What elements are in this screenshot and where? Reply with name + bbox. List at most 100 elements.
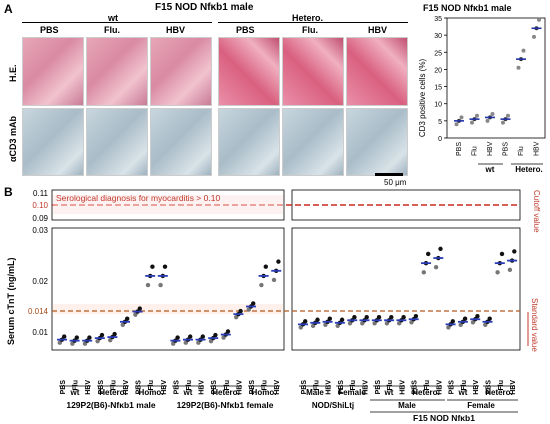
right-point: [470, 320, 476, 325]
micrograph-he-het-pbs: [218, 37, 280, 106]
right-point: [409, 320, 414, 325]
group-hetero-label: Hetero.: [292, 13, 324, 23]
micrograph-he-wt-flu: [86, 37, 148, 106]
cd3-point: [532, 34, 536, 39]
right-xtick-label: Flu: [498, 380, 505, 391]
right-point: [401, 315, 406, 320]
col-label-1: PBS: [40, 25, 59, 35]
right-strain: F15 NOD Nfκb1: [413, 413, 475, 423]
right-point: [483, 322, 488, 328]
right-point: [315, 317, 320, 322]
cd3-axes: 0 5 10 15 20 25 30 35: [434, 16, 546, 143]
left-group-label: wt: [70, 388, 80, 397]
ytick-0.02: 0.02: [32, 277, 48, 286]
right-point: [413, 313, 419, 319]
left-point: [120, 322, 126, 328]
left-point: [200, 334, 205, 339]
ytick-0.014: 0.014: [28, 307, 49, 316]
right-point: [397, 321, 402, 326]
right-point: [458, 322, 463, 328]
diagnosis-label: Serological diagnosis for myocarditis > …: [56, 193, 220, 203]
micrograph-he-wt-pbs: [22, 37, 84, 106]
col-label-4: PBS: [236, 25, 255, 35]
cd3-point: [501, 120, 505, 125]
left-strain-female: 129P2(B6)-Nfκb1 female: [177, 400, 274, 410]
cd3-point: [521, 48, 526, 53]
cd3-point: [470, 120, 474, 125]
right-point: [499, 251, 505, 257]
left-point: [145, 282, 151, 288]
right-xtick-label: PBS: [486, 380, 493, 395]
cd3-point: [506, 113, 510, 118]
micrograph-cd3-het-flu: [282, 108, 344, 176]
right-point: [298, 325, 303, 330]
left-point: [171, 341, 176, 346]
cd3-ytick-label: 0: [438, 136, 442, 143]
left-point: [108, 337, 113, 343]
right-point: [438, 246, 443, 252]
ctnt-chart: Serological diagnosis for myocarditis > …: [28, 189, 541, 423]
left-xtick-label: PBS: [60, 380, 67, 395]
left-xtick-label: HBV: [274, 380, 281, 395]
left-xtick-label: HBV: [199, 380, 206, 395]
left-point: [61, 334, 67, 339]
left-point: [99, 332, 105, 338]
left-point: [251, 301, 256, 306]
cd3-xtick-label: PBS: [456, 142, 463, 156]
right-xtick-label: HBV: [510, 380, 517, 395]
right-point: [384, 321, 390, 326]
panel-a-label: A: [4, 2, 13, 16]
right-point: [372, 321, 377, 326]
left-point: [137, 306, 142, 311]
cd3-ytick-label: 15: [434, 85, 442, 92]
right-xtick-label: HBV: [436, 380, 443, 395]
left-point: [188, 334, 193, 339]
right-xtick-label: Flu: [350, 380, 357, 391]
right-xtick-label: HBV: [326, 380, 333, 395]
cd3-ytick-label: 20: [434, 67, 442, 74]
right-xtick-label: Flu: [461, 380, 468, 391]
left-xtick-label: PBS: [211, 380, 218, 395]
left-point: [125, 316, 130, 321]
right-point: [495, 270, 500, 275]
panel-a-title: F15 NOD Nfκb1 male: [155, 2, 254, 13]
left-point: [112, 331, 117, 337]
left-point: [238, 308, 243, 314]
cd3-xtick-label: PBS: [503, 142, 510, 156]
left-group-label: Hetero.: [212, 388, 240, 397]
right-sub-male: Male: [398, 401, 416, 410]
ctnt-xticks: PBS Flu HBV PBS Flu HBV PBS Flu HBV PBS Flu HBV PBS F…: [60, 380, 517, 395]
right-group-label: Female: [338, 388, 366, 397]
left-point: [196, 340, 201, 345]
cd3-ytick-label: 5: [438, 119, 442, 126]
left-xtick-label: HBV: [123, 380, 130, 395]
right-group-label: Hetero.: [412, 388, 440, 397]
ytick-0.10: 0.10: [32, 201, 48, 210]
left-point: [57, 340, 62, 345]
right-point: [426, 251, 431, 257]
right-xtick-label: Flu: [387, 380, 394, 391]
right-xtick-label: HBV: [399, 380, 406, 395]
right-xtick-label: PBS: [301, 380, 308, 395]
left-xtick-label: HBV: [161, 380, 168, 395]
left-xtick-label: Flu: [262, 380, 269, 391]
ytick-0.09: 0.09: [32, 214, 48, 223]
ytick-0.01: 0.01: [32, 328, 48, 337]
right-point: [446, 325, 451, 330]
left-xtick-label: Flu: [148, 380, 155, 391]
micrograph-cd3-het-pbs: [218, 108, 280, 176]
cd3-point: [454, 122, 459, 127]
cd3-xtick-label: Flu: [518, 146, 525, 156]
left-xtick-label: Flu: [224, 380, 231, 391]
right-point: [360, 321, 365, 326]
right-group-label: Male: [306, 388, 324, 397]
cd3-points: [454, 17, 542, 127]
cd3-ytick-label: 10: [434, 102, 442, 109]
left-strain-male: 129P2(B6)-Nfκb1 male: [66, 400, 156, 410]
micrograph-cd3-het-hbv: [346, 108, 408, 176]
micrograph-he-wt-hbv: [150, 37, 212, 106]
right-point: [364, 315, 369, 320]
left-point: [87, 335, 92, 340]
cd3-point: [485, 118, 490, 123]
micrograph-cd3-wt-hbv: [150, 108, 212, 176]
